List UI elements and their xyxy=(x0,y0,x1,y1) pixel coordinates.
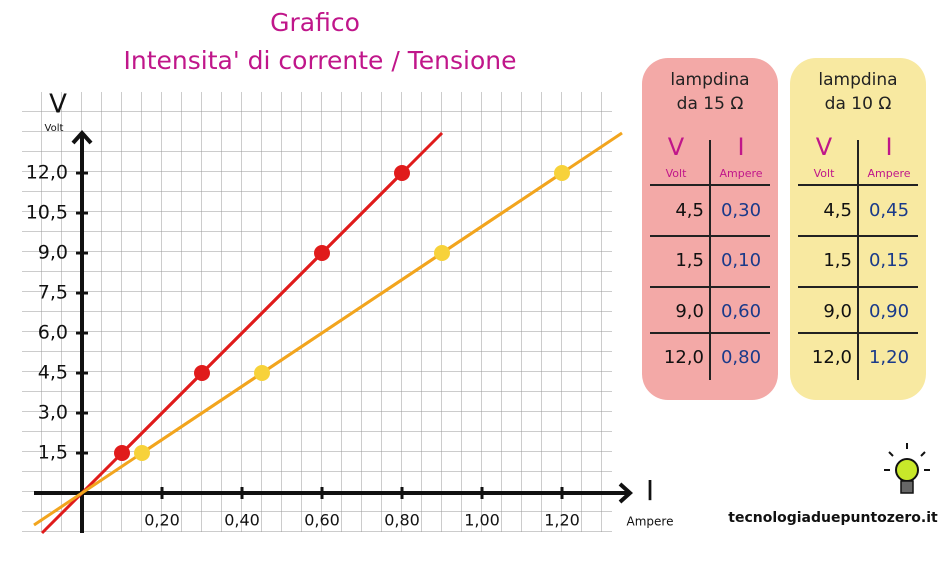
x-axis xyxy=(34,482,633,504)
chart-title: Grafico xyxy=(270,8,360,37)
column-unit: Ampere xyxy=(719,167,762,180)
column-unit: Volt xyxy=(814,167,835,180)
y-tick-label: 7,5 xyxy=(38,282,68,304)
column-unit: Ampere xyxy=(867,167,910,180)
x-tick-label: 0,20 xyxy=(144,511,180,530)
column-unit: Volt xyxy=(666,167,687,180)
table-title: da 10 Ω xyxy=(825,94,892,114)
y-tick-label: 1,5 xyxy=(38,442,68,464)
data-point xyxy=(194,365,210,381)
column-symbol: I xyxy=(885,133,892,161)
data-line xyxy=(141,171,563,455)
table-cell: 0,15 xyxy=(869,250,909,271)
y-tick-label: 6,0 xyxy=(38,322,68,344)
data-point xyxy=(554,165,570,181)
table-title: da 15 Ω xyxy=(677,94,744,114)
y-tick-label: 3,0 xyxy=(38,402,68,424)
y-tick-label: 12,0 xyxy=(26,162,68,184)
table-cell: 1,20 xyxy=(869,347,909,368)
bulb-icon xyxy=(884,443,930,494)
data-point xyxy=(134,445,150,461)
column-symbol: V xyxy=(668,133,685,161)
table-cell: 0,30 xyxy=(721,200,761,221)
y-tick-label: 4,5 xyxy=(38,362,68,384)
data-point xyxy=(314,245,330,261)
x-axis-unit: Ampere xyxy=(627,515,674,529)
column-symbol: I xyxy=(737,133,744,161)
table-cell: 4,5 xyxy=(675,200,704,221)
data-point xyxy=(114,445,130,461)
table-cell: 9,0 xyxy=(675,301,704,322)
x-tick-label: 0,80 xyxy=(384,511,420,530)
x-tick-label: 0,60 xyxy=(304,511,340,530)
y-axis-label: V xyxy=(49,90,67,120)
chart-title: Intensita' di corrente / Tensione xyxy=(124,46,517,75)
x-axis-label: I xyxy=(646,474,654,507)
x-tick-label: 1,20 xyxy=(544,511,580,530)
table-cell: 0,80 xyxy=(721,347,761,368)
data-point xyxy=(434,245,450,261)
footer: tecnologiaduepuntozero.it xyxy=(728,510,938,526)
table-cell: 0,45 xyxy=(869,200,909,221)
x-tick-label: 0,40 xyxy=(224,511,260,530)
table-cell: 1,5 xyxy=(675,250,704,271)
table-cell: 12,0 xyxy=(664,347,704,368)
table-title: lampdina xyxy=(818,70,897,90)
table-cell: 0,60 xyxy=(721,301,761,322)
y-axis-unit: Volt xyxy=(45,123,64,134)
data-point xyxy=(254,365,270,381)
x-tick-label: 1,00 xyxy=(464,511,500,530)
table-title: lampdina xyxy=(670,70,749,90)
table-cell: 4,5 xyxy=(823,200,852,221)
column-symbol: V xyxy=(816,133,833,161)
table-cell: 0,10 xyxy=(721,250,761,271)
table-cell: 1,5 xyxy=(823,250,852,271)
data-line xyxy=(120,171,404,455)
data-point xyxy=(394,165,410,181)
y-tick-label: 10,5 xyxy=(26,202,68,224)
table-cell: 9,0 xyxy=(823,301,852,322)
y-tick-label: 9,0 xyxy=(38,242,68,264)
table-cell: 0,90 xyxy=(869,301,909,322)
table-cell: 12,0 xyxy=(812,347,852,368)
